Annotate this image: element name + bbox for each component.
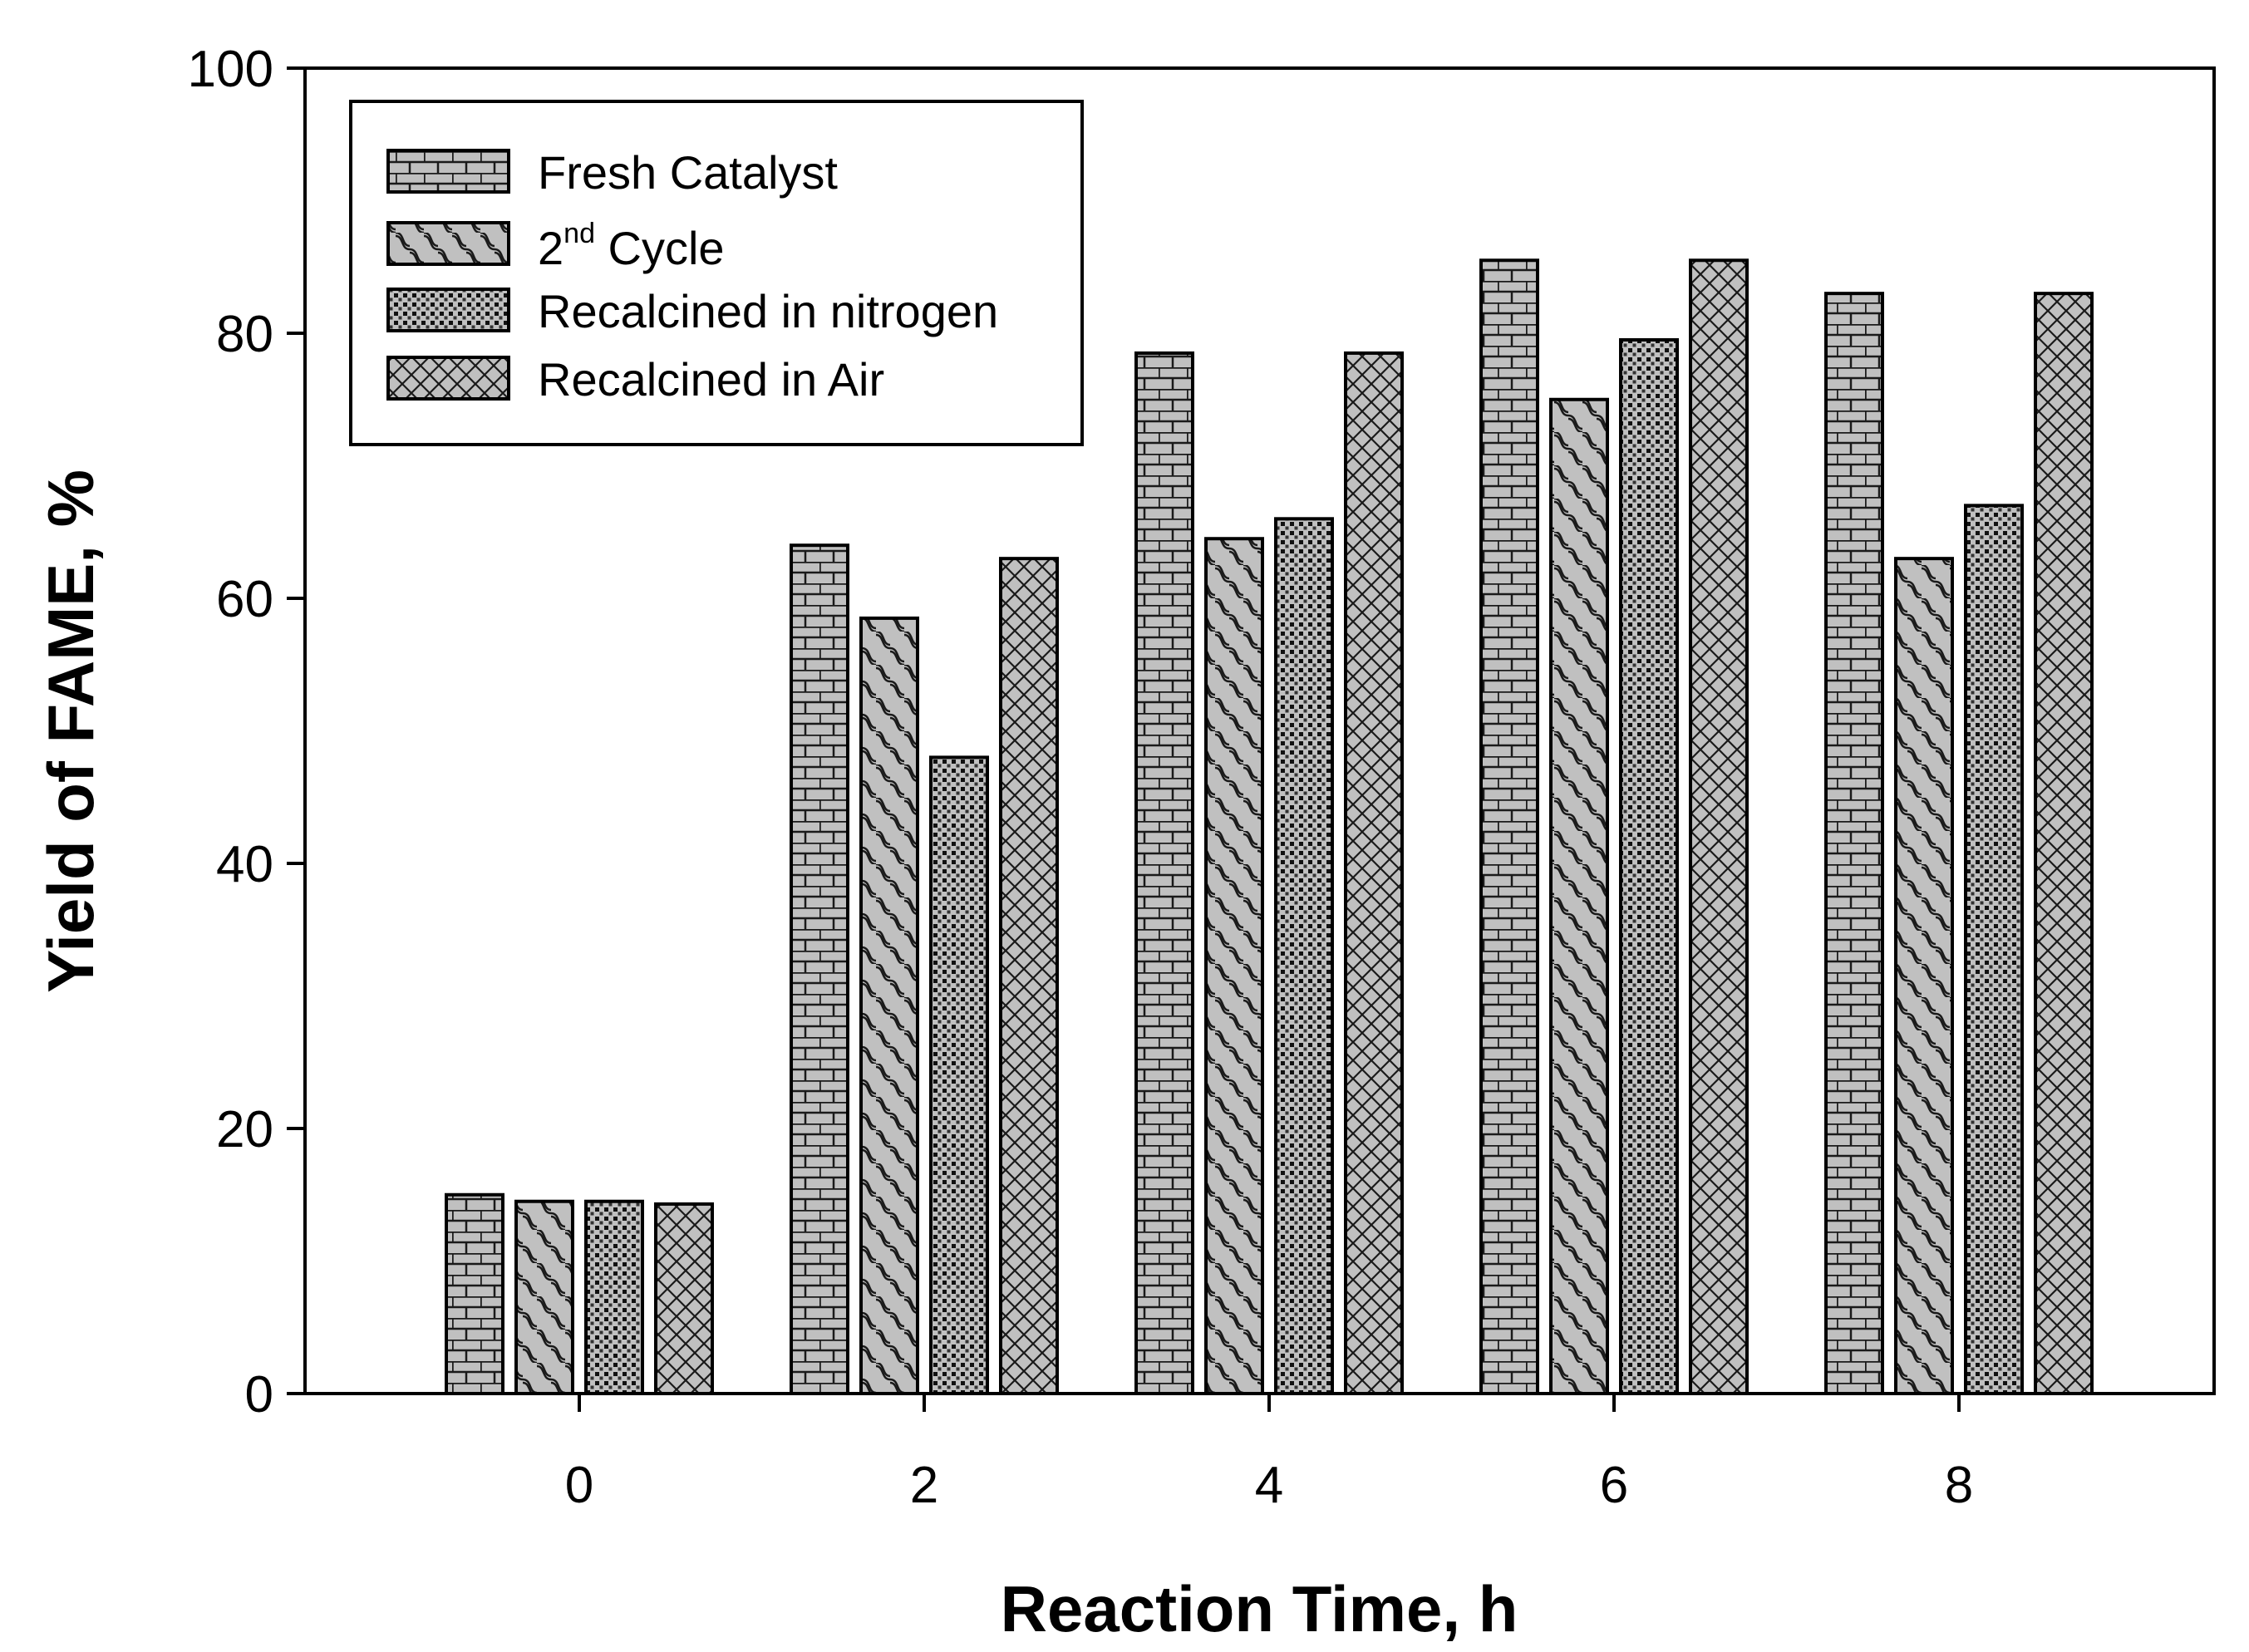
y-tick-label-40: 40 <box>216 836 273 893</box>
bar-recalcined-in-nitrogen-6 <box>1619 337 1679 1396</box>
legend-swatch-recalcined-air <box>386 356 510 401</box>
bar-recalcined-in-nitrogen-0 <box>584 1199 644 1395</box>
bar-recalcined-in-nitrogen-4 <box>1274 517 1334 1395</box>
bar-fresh-catalyst-4 <box>1134 351 1194 1395</box>
y-axis: 0 20 40 60 80 100 <box>188 41 305 1423</box>
bar-recalcined-in-air-4 <box>1344 351 1404 1395</box>
x-tick-label-6: 6 <box>1600 1457 1628 1514</box>
legend: Fresh Catalyst 2nd Cycle Recalcined in n… <box>349 100 1084 446</box>
bar-fresh-catalyst-8 <box>1824 292 1884 1395</box>
bar-recalcined-in-nitrogen-2 <box>929 755 989 1395</box>
legend-swatch-2nd-cycle <box>386 221 510 266</box>
legend-label-2nd-cycle: 2nd Cycle <box>538 218 725 274</box>
y-tick-label-100: 100 <box>188 41 273 98</box>
y-tick-label-20: 20 <box>216 1101 273 1158</box>
legend-swatch-recalcined-nitrogen <box>386 288 510 332</box>
bar-recalcined-in-air-2 <box>999 557 1059 1395</box>
legend-label-recalcined-nitrogen: Recalcined in nitrogen <box>538 285 998 337</box>
x-tick-label-0: 0 <box>565 1457 593 1514</box>
x-tick-label-2: 2 <box>910 1457 938 1514</box>
bars-group <box>445 258 2094 1396</box>
bar-recalcined-in-air-8 <box>2034 292 2094 1395</box>
y-tick-label-0: 0 <box>245 1366 273 1423</box>
legend-label-recalcined-air: Recalcined in Air <box>538 353 884 406</box>
x-axis: 0 2 4 6 8 <box>565 1394 1973 1514</box>
bar-2nd-cycle-4 <box>1204 537 1264 1395</box>
bar-recalcined-in-air-0 <box>654 1202 714 1396</box>
bar-fresh-catalyst-0 <box>445 1192 504 1395</box>
y-axis-title: Yield of FAME, % <box>34 470 107 993</box>
x-tick-label-4: 4 <box>1255 1457 1283 1514</box>
bar-recalcined-in-air-6 <box>1689 258 1749 1395</box>
x-tick-label-8: 8 <box>1945 1457 1973 1514</box>
bar-2nd-cycle-8 <box>1894 557 1954 1395</box>
x-axis-title: Reaction Time, h <box>1001 1572 1518 1645</box>
bar-fresh-catalyst-6 <box>1479 258 1539 1395</box>
bar-2nd-cycle-2 <box>859 616 919 1395</box>
bar-2nd-cycle-0 <box>514 1199 574 1395</box>
bar-recalcined-in-nitrogen-8 <box>1964 504 2024 1395</box>
bar-2nd-cycle-6 <box>1549 397 1609 1395</box>
y-tick-label-60: 60 <box>216 571 273 628</box>
y-tick-label-80: 80 <box>216 306 273 363</box>
legend-label-fresh-catalyst: Fresh Catalyst <box>538 146 838 199</box>
legend-swatch-fresh-catalyst <box>386 149 510 194</box>
bar-fresh-catalyst-2 <box>790 543 849 1395</box>
